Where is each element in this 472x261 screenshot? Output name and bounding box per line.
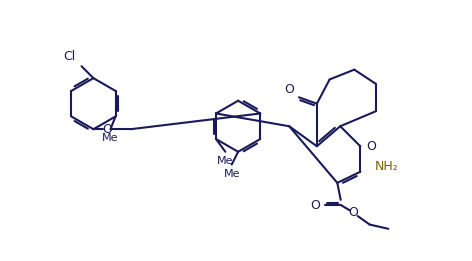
Text: O: O <box>311 199 320 212</box>
Text: Me: Me <box>217 156 234 166</box>
Text: Cl: Cl <box>63 50 76 63</box>
Text: O: O <box>284 82 294 96</box>
Text: O: O <box>366 140 376 153</box>
Text: O: O <box>348 206 358 219</box>
Text: NH₂: NH₂ <box>375 160 399 173</box>
Text: Me: Me <box>102 133 118 144</box>
Text: Me: Me <box>224 169 240 179</box>
Text: O: O <box>102 123 112 136</box>
